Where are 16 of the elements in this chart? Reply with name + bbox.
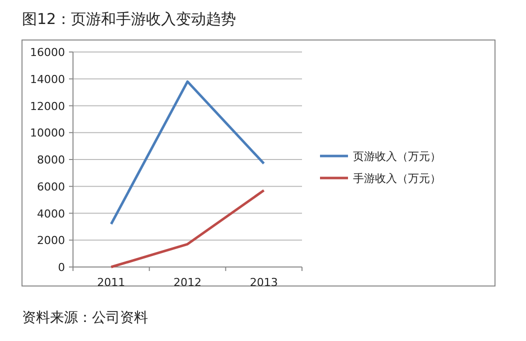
x-tick-label: 2011 <box>97 276 126 289</box>
x-tick-label: 2012 <box>174 276 202 289</box>
legend-label: 页游收入（万元） <box>353 150 441 163</box>
y-tick-label: 4000 <box>37 207 65 220</box>
chart-title: 图12：页游和手游收入变动趋势 <box>22 10 236 28</box>
y-tick-label: 6000 <box>37 180 65 194</box>
y-tick-label: 12000 <box>30 100 65 113</box>
y-tick-label: 0 <box>58 261 65 274</box>
y-tick-label: 8000 <box>37 154 65 166</box>
x-tick-label: 2013 <box>250 276 278 289</box>
legend-label: 手游收入（万元） <box>353 172 441 185</box>
y-tick-label: 16000 <box>30 46 65 59</box>
y-tick-label: 10000 <box>30 126 65 140</box>
y-tick-label: 2000 <box>37 234 65 248</box>
y-tick-label: 14000 <box>30 72 65 86</box>
text: 资料来源：公司资料 <box>22 310 148 326</box>
